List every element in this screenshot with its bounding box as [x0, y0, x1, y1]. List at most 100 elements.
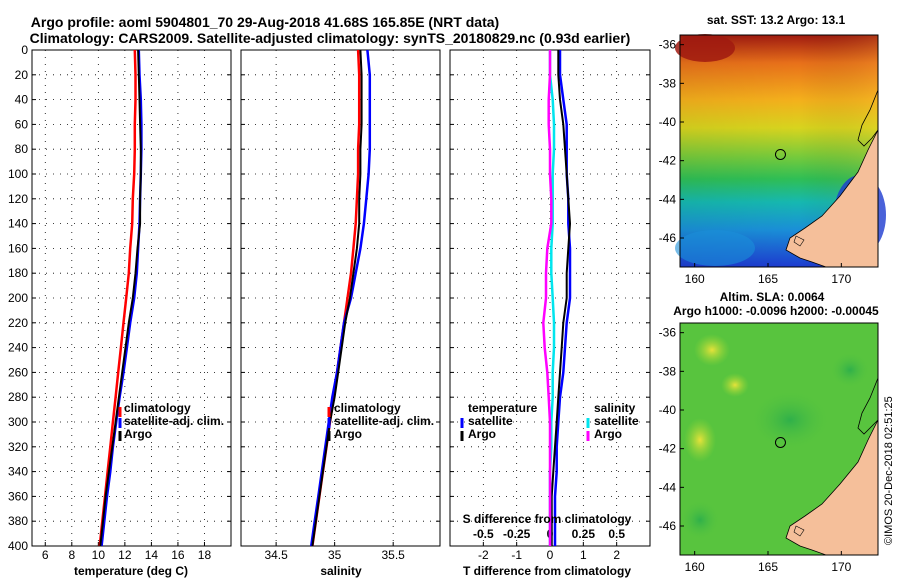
- series-salinity-argo: [542, 50, 553, 546]
- depth-tick-label: 320: [8, 440, 28, 454]
- x-tick-label: 14: [145, 548, 159, 562]
- map-y-tick-label: -38: [659, 364, 677, 378]
- depth-tick-label: 40: [15, 93, 29, 107]
- legend-s-satellite: satellite: [594, 414, 639, 428]
- sla-high-blob-2: [721, 373, 749, 397]
- map-axes: 160 165 170 -36 -38 -40 -42 -44 -46 160 165 170 -36 -…: [659, 38, 852, 574]
- legend-t-satellite: satellite: [468, 414, 513, 428]
- depth-tick-label: 340: [8, 465, 28, 479]
- map-y-tick-label: -46: [659, 519, 677, 533]
- series-satellite-adj-clim-: [309, 49, 372, 547]
- sla-argo-marker: [774, 436, 786, 448]
- map-y-tick-label: -44: [659, 192, 677, 206]
- depth-tick-label: 20: [15, 68, 29, 82]
- x-tick-label: 2: [613, 548, 620, 562]
- x2-tick-label: 0.25: [572, 527, 596, 541]
- sla-high-blob-1: [694, 334, 730, 366]
- depth-tick-label: 160: [8, 241, 28, 255]
- sla-high-blob-3: [684, 418, 716, 462]
- sst-map-title: sat. SST: 13.2 Argo: 13.1: [707, 13, 846, 27]
- x-tick-label: 12: [118, 548, 132, 562]
- x-tick-label: 16: [171, 548, 185, 562]
- map-x-tick-label: 165: [758, 560, 778, 574]
- depth-tick-label: 80: [15, 142, 29, 156]
- temperature-legend: climatology satellite-adj. clim. Argo: [118, 401, 224, 441]
- depth-tick-label: 380: [8, 514, 28, 528]
- depth-tick-label: 0: [21, 43, 28, 57]
- temperature-plot: 6 8 10 12 14 16 18: [32, 49, 231, 562]
- x-tick-label: 0: [547, 548, 554, 562]
- series-argo: [311, 49, 363, 547]
- depth-tick-label: 220: [8, 316, 28, 330]
- map-y-tick-label: -42: [659, 442, 677, 456]
- depth-tick-label: 300: [8, 415, 28, 429]
- sst-cool-patch: [675, 230, 755, 266]
- sla-low-blob-1: [750, 390, 830, 450]
- difference-legend-temperature: temperature satellite Argo: [460, 401, 538, 441]
- series-climatology: [98, 49, 137, 547]
- salinity-axis-label: salinity: [320, 564, 362, 578]
- t-difference-axis-label: T difference from climatology: [463, 564, 631, 578]
- sla-map-subtitle: Argo h1000: -0.0096 h2000: -0.00045: [673, 304, 879, 318]
- s-difference-axis-label: S difference from climatology: [463, 512, 632, 526]
- depth-tick-label: 280: [8, 390, 28, 404]
- figure-title-line1: Argo profile: aoml 5904801_70 29-Aug-201…: [31, 14, 499, 30]
- map-x-tick-label: 160: [685, 272, 705, 286]
- x-tick-label: 18: [198, 548, 212, 562]
- sst-map: [675, 34, 886, 268]
- sla-land-islet: [793, 525, 805, 537]
- depth-tick-label: 360: [8, 489, 28, 503]
- legend-temperature-title: temperature: [468, 401, 538, 415]
- depth-tick-label: 200: [8, 291, 28, 305]
- depth-tick-label: 400: [8, 539, 28, 553]
- x-tick-label: -2: [478, 548, 489, 562]
- sst-land-islet: [793, 235, 805, 247]
- x-tick-label: -1: [511, 548, 522, 562]
- series-argo: [99, 49, 142, 547]
- depth-tick-label: 240: [8, 341, 28, 355]
- map-y-tick-label: -36: [659, 326, 677, 340]
- sla-low-blob-3: [830, 352, 870, 388]
- depth-tick-label: 100: [8, 167, 28, 181]
- series-satellite-adj-clim-: [100, 49, 143, 547]
- x2-tick-label: 0.5: [608, 527, 625, 541]
- depth-axis: 0 20 40 60 80 100 120 140 160 180 200 220 240 260 280 3…: [8, 43, 28, 553]
- salinity-plot: 34.5 35 35.5: [241, 49, 440, 562]
- map-y-tick-label: -44: [659, 480, 677, 494]
- legend-climatology: climatology: [124, 401, 191, 415]
- map-y-tick-label: -36: [659, 38, 677, 52]
- sst-warm-patch: [675, 34, 735, 62]
- legend-t-argo: Argo: [468, 427, 496, 441]
- salinity-legend: climatology satellite-adj. clim. Argo: [327, 401, 434, 441]
- map-x-tick-label: 170: [831, 272, 851, 286]
- copyright-stamp: ©IMOS 20-Dec-2018 02:51:25: [883, 396, 895, 545]
- map-y-tick-label: -38: [659, 76, 677, 90]
- sst-map-frame: [679, 34, 879, 268]
- x-tick-label: 6: [42, 548, 49, 562]
- legend-satellite-adj: satellite-adj. clim.: [334, 414, 434, 428]
- legend-climatology: climatology: [334, 401, 401, 415]
- map-x-tick-label: 165: [758, 272, 778, 286]
- series-temperature-argo: [550, 50, 572, 546]
- x-tick-label: 8: [68, 548, 75, 562]
- legend-salinity-title: salinity: [594, 401, 636, 415]
- depth-tick-label: 60: [15, 117, 29, 131]
- x-tick-label: 1: [580, 548, 587, 562]
- difference-legend-salinity: salinity satellite Argo: [586, 401, 639, 441]
- temperature-plot-frame: [31, 49, 232, 547]
- series-temperature-satellite: [553, 50, 572, 546]
- salinity-plot-frame: [240, 49, 441, 547]
- map-y-tick-label: -40: [659, 115, 677, 129]
- x2-tick-label: -0.25: [503, 527, 531, 541]
- sla-low-blob-2: [680, 500, 720, 540]
- legend-satellite-adj: satellite-adj. clim.: [124, 414, 224, 428]
- temperature-axis-label: temperature (deg C): [74, 564, 188, 578]
- x-tick-label: 35.5: [381, 548, 405, 562]
- x2-tick-label: -0.5: [473, 527, 494, 541]
- difference-plot: -2 -1 0 1 2-0.5 -0.25 0 0.25 0.5: [450, 49, 650, 562]
- sst-coastline: [857, 89, 879, 147]
- depth-tick-label: 140: [8, 217, 28, 231]
- map-x-tick-label: 170: [831, 560, 851, 574]
